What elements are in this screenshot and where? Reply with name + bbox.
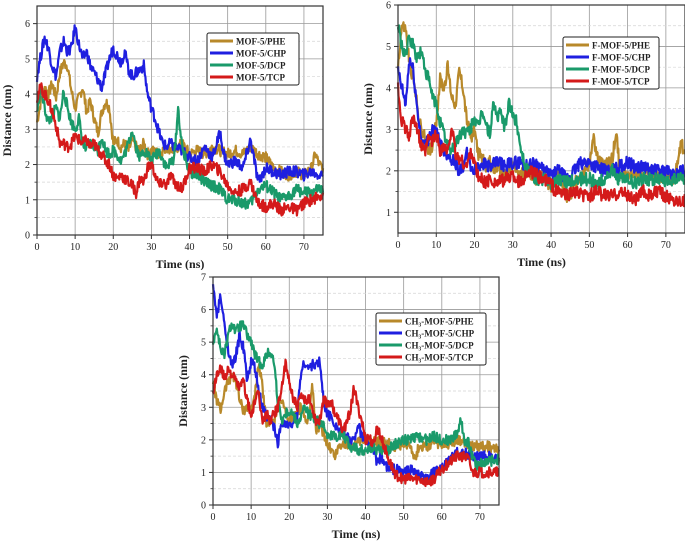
chart-ch3-mof5: 0 10 20 30 40 50 60 70 0 1 2 3 4 5 6 7 Time (ns) Distance…: [170, 268, 510, 541]
y-tick-label: 0: [25, 231, 30, 242]
y-tick-label: 3: [201, 403, 206, 414]
plot-frame: [36, 5, 324, 236]
y-tick-label: 6: [201, 305, 206, 316]
series-line-mof-5-chp: [35, 24, 324, 183]
chart-mof5: 0 10 20 30 40 50 60 70 0 1 2 3 4 5 6 Time (ns) Distance …: [0, 0, 340, 271]
x-axis-label: Time (ns): [156, 257, 205, 270]
legend-label: CH₃-MOF-5/PHE: [405, 317, 474, 327]
legend-label: F-MOF-5/DCP: [592, 65, 650, 75]
x-tick-label: 30: [146, 242, 156, 253]
series-line-ch-mof-5-dcp: [211, 320, 501, 472]
x-tick-label: 50: [399, 512, 409, 523]
legend-box: [206, 32, 300, 86]
y-tick-label: 5: [201, 338, 206, 349]
x-tick-label: 60: [261, 242, 271, 253]
chart-ch3-mof5-svg: 0 10 20 30 40 50 60 70 0 1 2 3 4 5 6 7 Time (ns) Distance…: [176, 273, 501, 541]
y-tick-label: 4: [386, 83, 391, 94]
x-tick-label: 50: [584, 240, 594, 251]
y-tick-label: 2: [386, 166, 391, 177]
series-line-f-mof-5-tcp: [396, 82, 685, 208]
y-tick-label: 7: [201, 273, 206, 284]
legend-label: MOF-5/TCP: [236, 73, 285, 83]
legend-label: MOF-5/CHP: [236, 49, 286, 59]
legend-box: [375, 312, 487, 366]
chart-f-mof5: 0 10 20 30 40 50 60 70 1 2 3 4 5 6 Time (ns) Distance (…: [345, 0, 685, 270]
x-tick-label: 30: [322, 512, 332, 523]
x-tick-label: 60: [623, 240, 633, 251]
x-tick-label: 10: [431, 240, 441, 251]
x-axis-label: Time (ns): [332, 527, 381, 541]
x-tick-label: 10: [246, 512, 256, 523]
series-line-mof-5-tcp: [35, 82, 325, 217]
y-tick-label: 5: [25, 54, 30, 65]
x-tick-label: 40: [546, 240, 556, 251]
x-tick-label: 70: [661, 240, 671, 251]
y-axis-label: Distance (nm): [0, 85, 14, 157]
y-tick-label: 4: [201, 370, 206, 381]
series-line-ch-mof-5-chp: [211, 284, 501, 484]
y-tick-label: 4: [25, 90, 30, 101]
legend-label: F-MOF-5/PHE: [592, 41, 650, 51]
y-tick-label: 6: [386, 1, 391, 12]
legend: MOF-5/PHE MOF-5/CHP MOF-5/DCP MOF-5/TCP: [206, 32, 300, 86]
series-line-ch-mof-5-tcp: [211, 358, 500, 488]
legend-label: F-MOF-5/CHP: [592, 53, 651, 63]
x-tick-label: 30: [508, 240, 518, 251]
x-tick-label: 10: [70, 242, 80, 253]
x-tick-label: 20: [108, 242, 118, 253]
y-tick-label: 6: [25, 19, 30, 30]
legend-label: MOF-5/PHE: [236, 37, 286, 47]
x-tick-label: 70: [475, 512, 485, 523]
y-tick-label: 5: [386, 42, 391, 53]
legend-label: CH₃-MOF-5/DCP: [405, 341, 474, 351]
x-tick-label: 0: [396, 240, 401, 251]
y-tick-label: 3: [25, 125, 30, 136]
y-tick-label: 2: [201, 435, 206, 446]
x-tick-label: 50: [223, 242, 233, 253]
y-tick-label: 2: [25, 160, 30, 171]
legend: CH₃-MOF-5/PHE CH₃-MOF-5/CHP CH₃-MOF-5/DCP C…: [375, 312, 487, 366]
x-tick-label: 0: [35, 242, 40, 253]
legend-label: MOF-5/DCP: [236, 61, 286, 71]
x-tick-label: 40: [185, 242, 195, 253]
x-tick-label: 70: [299, 242, 309, 253]
legend-label: F-MOF-5/TCP: [592, 77, 650, 87]
x-tick-label: 60: [437, 512, 447, 523]
series-line-mof-5-dcp: [36, 85, 325, 210]
y-tick-label: 1: [201, 468, 206, 479]
y-tick-label: 1: [25, 195, 30, 206]
x-tick-label: 20: [470, 240, 480, 251]
y-tick-label: 1: [386, 208, 391, 219]
x-tick-label: 40: [361, 512, 371, 523]
legend-label: CH₃-MOF-5/CHP: [405, 329, 475, 339]
x-tick-label: 0: [211, 512, 216, 523]
x-axis-label: Time (ns): [517, 255, 566, 269]
legend-label: CH₃-MOF-5/TCP: [405, 353, 474, 363]
y-tick-label: 0: [201, 501, 206, 512]
x-tick-label: 20: [284, 512, 294, 523]
legend-box: [562, 36, 660, 90]
plot-frame: [397, 4, 685, 234]
y-axis-label: Distance (nm): [176, 355, 190, 427]
y-tick-label: 3: [386, 125, 391, 136]
chart-mof5-svg: 0 10 20 30 40 50 60 70 0 1 2 3 4 5 6 Time (ns) Distance …: [0, 5, 325, 271]
y-axis-label: Distance (nm): [361, 83, 375, 155]
chart-f-mof5-svg: 0 10 20 30 40 50 60 70 1 2 3 4 5 6 Time (ns) Distance (…: [361, 1, 685, 269]
legend: F-MOF-5/PHE F-MOF-5/CHP F-MOF-5/DCP F-MOF-5…: [562, 36, 660, 90]
